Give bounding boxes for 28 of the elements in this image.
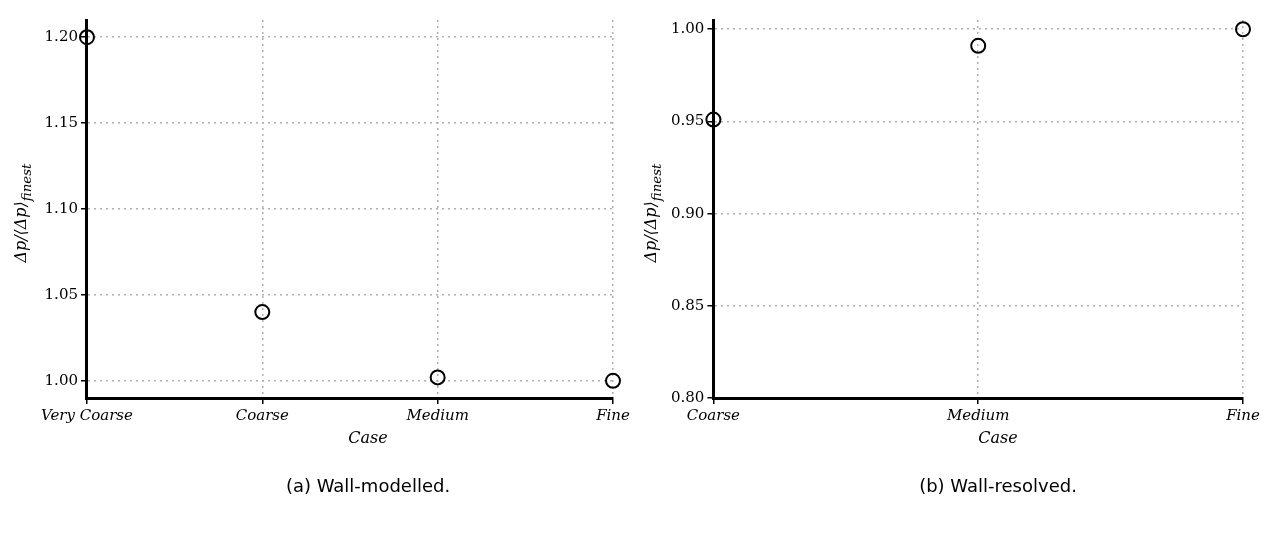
text: (b) Wall-resolved. (918, 475, 1078, 496)
point (705, 111, 722, 128)
point (1235, 21, 1251, 38)
y-tick-label: 0.95 (670, 111, 705, 130)
y-tick-label: 0.85 (670, 295, 705, 314)
y-tick-label: 0.90 (670, 203, 705, 222)
x-tick-label: Fine (595, 405, 630, 424)
x-tick-label: Coarse (235, 405, 290, 424)
point (254, 304, 271, 321)
point (970, 37, 987, 54)
x-tick-label: Coarse (686, 405, 741, 424)
point (429, 369, 446, 386)
y-tick-label: 1.05 (44, 284, 78, 303)
y-tick-label: 1.20 (44, 27, 78, 46)
y-tick-label: 1.15 (44, 112, 78, 131)
x-tick-label: Fine (1225, 405, 1260, 424)
y-tick-label: 1.00 (670, 19, 705, 38)
x-axis-title: Case (347, 428, 389, 447)
x-tick-label: Very Coarse (40, 405, 134, 424)
x-axis-title: Case (977, 428, 1019, 447)
x-tick-label: Medium (405, 405, 469, 424)
text: (a) Wall-modelled. (284, 475, 452, 496)
y-tick-label: 0.80 (670, 387, 705, 406)
point (605, 372, 621, 389)
y-tick-label: 1.00 (44, 370, 78, 389)
y-tick-label: 1.10 (44, 198, 78, 217)
x-tick-label: Medium (945, 405, 1010, 424)
point (78, 29, 95, 46)
